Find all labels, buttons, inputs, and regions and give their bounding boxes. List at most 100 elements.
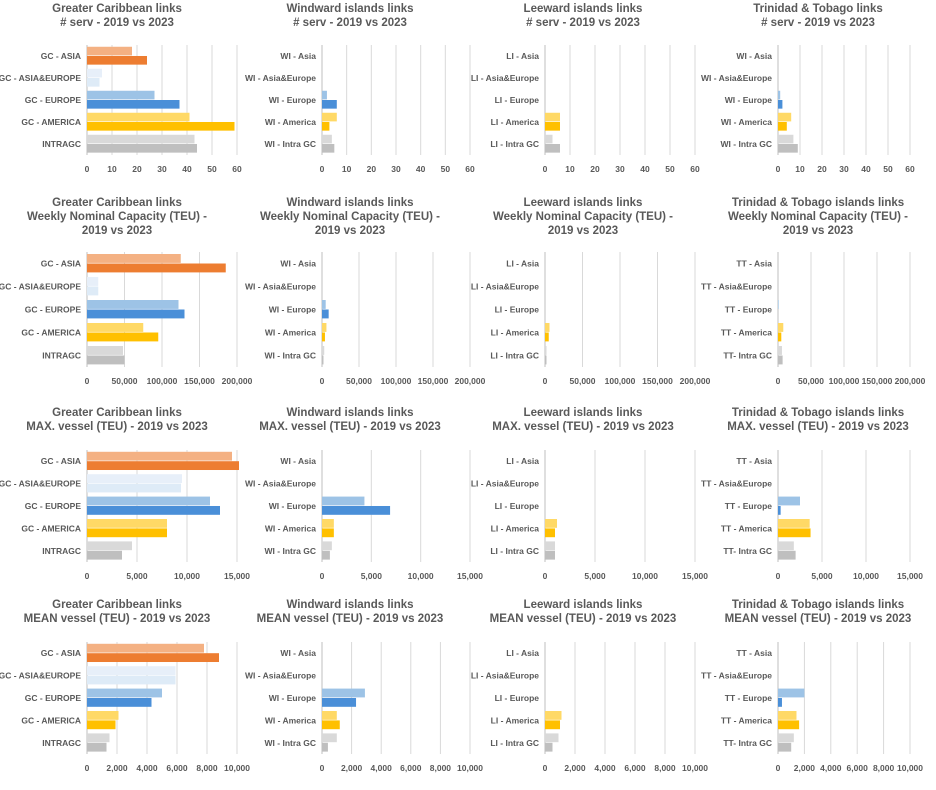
chart-title-line: 2019 vs 2023 (782, 225, 854, 237)
bar-intra-2023 (545, 742, 553, 752)
chart-title: Leeward islands links # serv - 2019 vs 20… (466, 2, 700, 30)
x-tick-label: 2,000 (794, 763, 816, 773)
x-tick-label: 50 (883, 164, 893, 174)
x-tick-label: 50 (665, 164, 675, 174)
chart-plot: 0 50,000 100,000 150,000 200,000 GC - ASIA GC … (0, 252, 253, 386)
bar-america-2023 (778, 122, 787, 131)
category-label: TT - Europe (725, 501, 772, 511)
x-tick-label: 20 (590, 164, 600, 174)
category-label: WI - Asia&Europe (245, 671, 316, 681)
bar-america-2019 (322, 710, 337, 720)
chart-title: Greater Caribbean links # serv - 2019 vs … (0, 2, 234, 30)
chart-panel-gc-cap: Greater Caribbean links Weekly Nominal Ca… (0, 196, 253, 386)
chart-title: Windward islands links # serv - 2019 vs 2… (234, 2, 466, 30)
x-tick-label: 2,000 (564, 763, 586, 773)
bar-america-2023 (778, 528, 811, 538)
chart-panel-wi-max: Windward islands links MAX. vessel (TEU) … (234, 406, 483, 596)
chart-plot: 0 5,000 10,000 15,000 TT - Asia TT - Asia&Eur… (701, 450, 923, 581)
x-tick-label: 0 (320, 164, 325, 174)
chart-title: Trinidad & Tobago islands links Weekly No… (700, 196, 936, 238)
x-tick-label: 50 (441, 164, 451, 174)
category-label: INTRAGC (42, 546, 81, 556)
category-label: LI - Intra GC (490, 351, 539, 361)
chart-title-line: Windward islands links (286, 197, 414, 209)
bar-intra-2023 (87, 742, 107, 752)
bar-america-2023 (87, 720, 116, 730)
x-tick-label: 150,000 (642, 376, 673, 386)
bar-america-2023 (87, 528, 167, 538)
bar-europe-2023 (87, 506, 220, 515)
category-label: WI - America (265, 328, 316, 338)
chart-panel-wi-cap: Windward islands links Weekly Nominal Cap… (234, 196, 486, 386)
chart-panel-li-cap: Leeward islands links Weekly Nominal Capa… (466, 196, 711, 386)
category-label: WI - Asia&Europe (701, 73, 772, 83)
x-tick-label: 10,000 (632, 571, 658, 581)
category-label: GC - EUROPE (25, 693, 82, 703)
x-tick-label: 200,000 (680, 376, 711, 386)
chart-title-line: MAX. vessel (TEU) - 2019 vs 2023 (492, 421, 674, 433)
chart-panel-li-max: Leeward islands links MAX. vessel (TEU) -… (466, 406, 708, 596)
chart-panel-li-mean: Leeward islands links MEAN vessel (TEU) -… (466, 598, 708, 788)
x-tick-label: 150,000 (862, 376, 893, 386)
chart-plot: 0 2,000 4,000 6,000 8,000 10,000 LI - Asia LI -… (471, 642, 708, 773)
category-label: TT - Europe (725, 305, 772, 315)
chart-title-line: Windward islands links (286, 407, 414, 419)
bar-intra-2019 (778, 346, 782, 355)
bar-intra-2023 (322, 742, 328, 752)
bar-america-2023 (322, 332, 325, 342)
x-tick-label: 4,000 (371, 763, 393, 773)
x-tick-label: 5,000 (584, 571, 606, 581)
x-tick-label: 10,000 (408, 571, 434, 581)
bar-intra-2019 (87, 541, 132, 551)
chart-plot: 0 5,000 10,000 15,000 GC - ASIA GC - ASIA&EUR… (0, 450, 250, 581)
chart-title-line: Weekly Nominal Capacity (TEU) - (27, 211, 207, 223)
category-label: WI - Europe (725, 95, 772, 105)
bar-asiaeu-2023 (87, 286, 99, 296)
x-tick-label: 40 (861, 164, 871, 174)
bar-america-2019 (322, 112, 337, 122)
category-label: LI - America (491, 117, 540, 127)
category-label: GC - EUROPE (25, 305, 82, 315)
bar-america-2023 (322, 720, 340, 730)
x-tick-label: 0 (85, 164, 90, 174)
chart-title: Windward islands links Weekly Nominal Cap… (234, 196, 466, 238)
bar-intra-2023 (322, 355, 324, 365)
bar-europe-2023 (87, 309, 185, 319)
x-tick-label: 0 (85, 376, 90, 386)
category-label: LI - Asia&Europe (471, 479, 539, 489)
bar-intra-2023 (778, 144, 798, 153)
bar-america-2023 (87, 332, 159, 342)
chart-plot: 0 50,000 100,000 150,000 200,000 TT - Asia TT … (701, 252, 926, 386)
category-label: LI - Intra GC (490, 738, 539, 748)
bar-america-2019 (322, 518, 334, 528)
bar-asia-2023 (87, 263, 226, 273)
category-label: WI - Europe (269, 693, 316, 703)
chart-title: Greater Caribbean links Weekly Nominal Ca… (0, 196, 234, 238)
category-label: LI - Asia&Europe (471, 282, 539, 292)
chart-title: Windward islands links MAX. vessel (TEU) … (234, 406, 466, 434)
bar-asiaeu-2019 (87, 68, 102, 78)
chart-title: Trinidad & Tobago islands links MAX. vess… (700, 406, 936, 434)
bar-america-2019 (322, 323, 327, 332)
chart-title-line: MEAN vessel (TEU) - 2019 vs 2023 (489, 613, 677, 625)
x-tick-label: 5,000 (126, 571, 148, 581)
bar-intra-2019 (322, 346, 325, 355)
chart-title: Leeward islands links MEAN vessel (TEU) -… (466, 598, 700, 626)
x-tick-label: 30 (157, 164, 167, 174)
x-tick-label: 30 (391, 164, 401, 174)
x-tick-label: 50,000 (112, 376, 138, 386)
category-label: TT - Europe (725, 693, 772, 703)
x-tick-label: 4,000 (820, 763, 842, 773)
bar-intra-2019 (545, 733, 559, 743)
category-label: TT - Asia (736, 648, 772, 658)
x-tick-label: 0 (543, 164, 548, 174)
x-tick-label: 40 (640, 164, 650, 174)
bar-america-2019 (778, 710, 797, 720)
bar-america-2023 (322, 122, 330, 131)
bar-europe-2019 (322, 90, 327, 100)
bar-europe-2019 (778, 496, 800, 506)
category-label: WI - Asia (736, 51, 772, 61)
category-label: GC - ASIA (41, 51, 81, 61)
x-tick-label: 0 (320, 376, 325, 386)
